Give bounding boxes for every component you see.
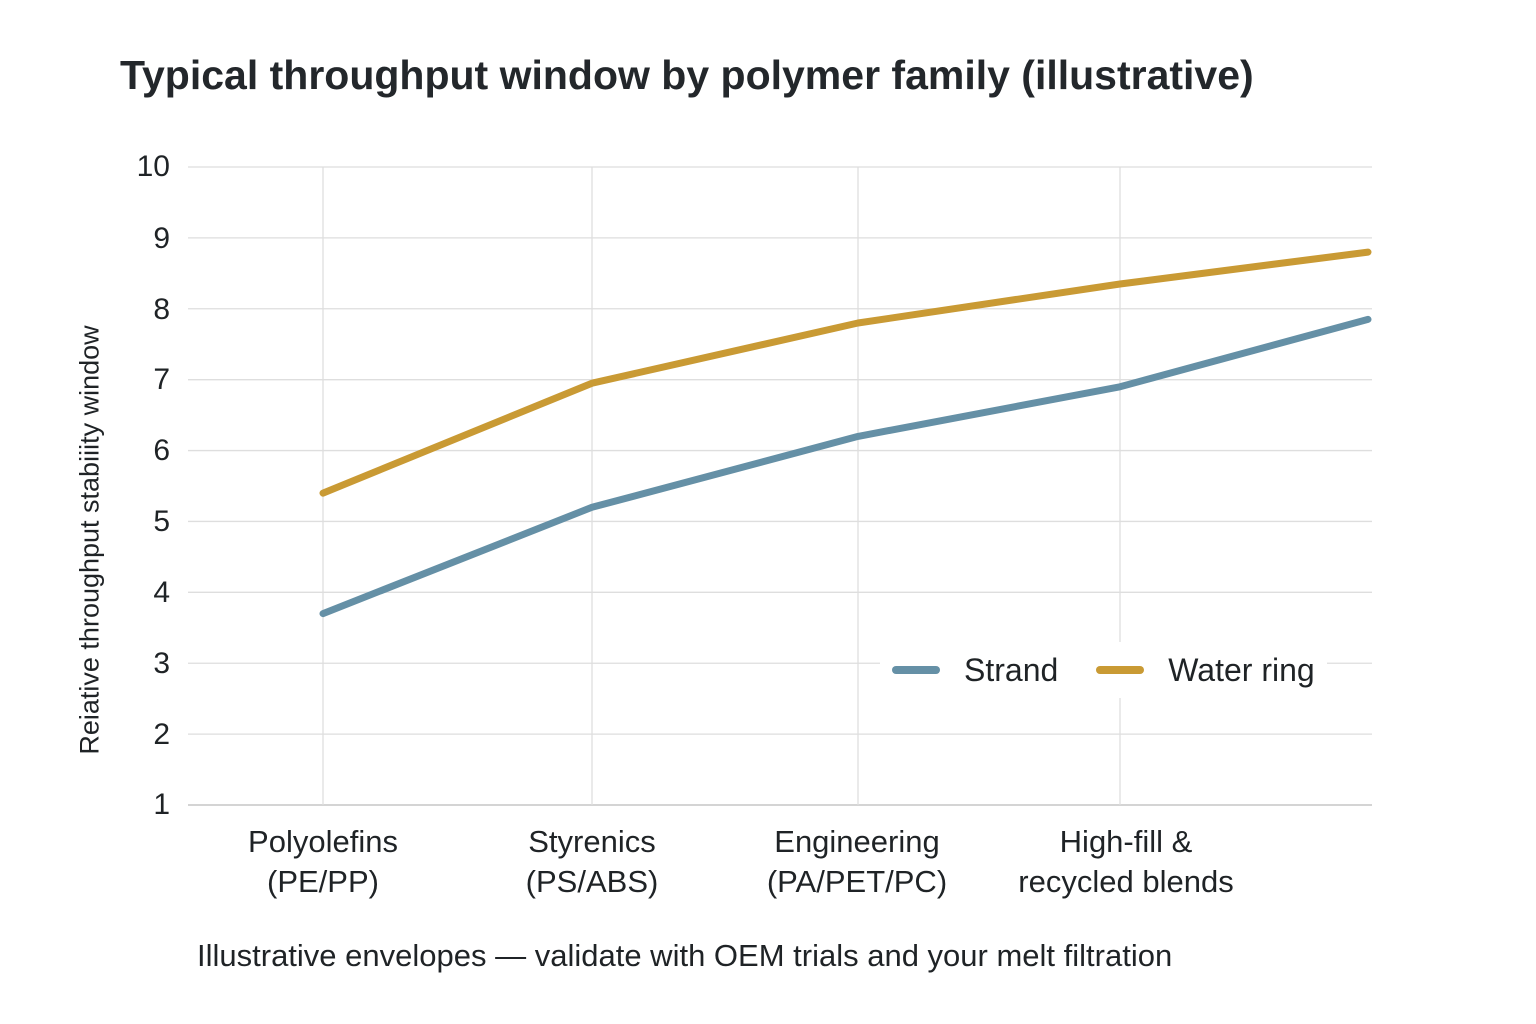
legend-label: Water ring bbox=[1168, 651, 1315, 688]
legend-swatch-water-ring bbox=[1096, 666, 1145, 674]
series-line-water-ring bbox=[319, 248, 1372, 497]
legend-label: Strand bbox=[964, 651, 1059, 688]
y-tick: 10 bbox=[136, 150, 170, 183]
y-tick: 3 bbox=[153, 647, 170, 680]
horizontal-gridlines bbox=[188, 166, 1372, 806]
footnote: Illustrative envelopes — validate with O… bbox=[197, 938, 1173, 973]
series-line-strand bbox=[319, 315, 1372, 618]
vertical-gridlines bbox=[322, 167, 1121, 805]
y-tick: 5 bbox=[153, 505, 170, 538]
y-tick: 8 bbox=[153, 293, 170, 326]
y-axis-label: Reiative throughput stabiiity window bbox=[74, 325, 105, 755]
x-tick-polyolefins: Polyolefins (PE/PP) bbox=[248, 824, 398, 899]
legend-swatch-strand bbox=[892, 666, 940, 674]
legend: Strand Water ring bbox=[880, 642, 1327, 698]
chart-title: Typical throughput window by polymer fam… bbox=[120, 52, 1254, 98]
legend-item-water-ring: Water ring bbox=[1096, 651, 1315, 689]
y-tick: 4 bbox=[153, 576, 170, 609]
y-tick: 9 bbox=[153, 222, 170, 255]
x-tick-engineering: Engineering (PA/PET/PC) bbox=[766, 824, 948, 899]
x-tick-high-fill: High-fill & recycled blends bbox=[1018, 824, 1234, 899]
y-tick: 7 bbox=[153, 363, 170, 396]
legend-item-strand: Strand bbox=[892, 652, 1058, 689]
x-tick-styrenics: Styrenics (PS/ABS) bbox=[525, 824, 659, 899]
y-tick: 6 bbox=[153, 434, 170, 467]
y-tick: 2 bbox=[153, 718, 170, 751]
y-tick: 1 bbox=[153, 788, 170, 821]
